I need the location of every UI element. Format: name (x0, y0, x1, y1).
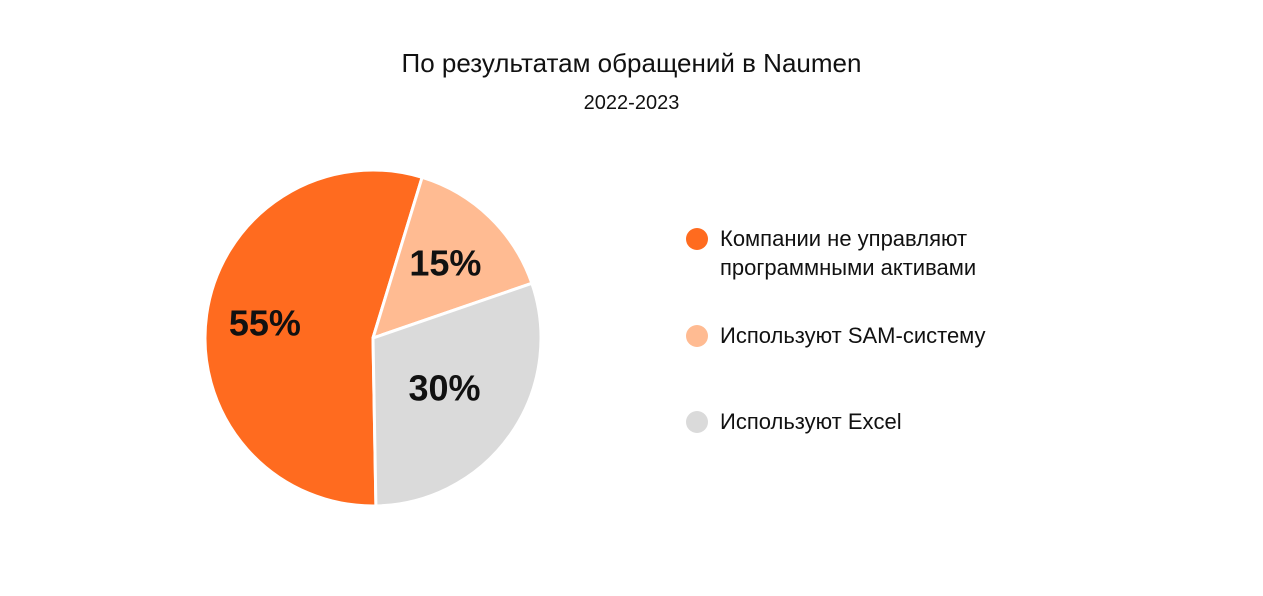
legend-label-excel: Используют Excel (720, 409, 902, 434)
slice-no-management (203, 168, 424, 508)
pie-chart: 55% 15% 30% (203, 168, 543, 508)
legend-item-no-management: Компании не управляют программными актив… (686, 224, 1040, 282)
legend-label-no-management: Компании не управляют программными актив… (720, 226, 977, 280)
slice-label-excel: 30% (409, 368, 481, 409)
slice-label-no-management: 55% (229, 302, 301, 343)
legend-item-sam-system: Используют SAM-систему (686, 321, 1040, 350)
legend-swatch-excel (686, 411, 708, 433)
chart-subtitle: 2022-2023 (583, 92, 680, 114)
slice-label-sam-system: 15% (409, 243, 481, 284)
slice-sam-system (371, 175, 534, 340)
legend-item-excel: Используют Excel (686, 407, 1040, 436)
chart-title: По результатам обращений в Naumen (401, 48, 862, 78)
slice-excel (371, 281, 543, 508)
legend-label-sam-system: Используют SAM-систему (720, 323, 986, 348)
legend-swatch-no-management (686, 228, 708, 250)
legend-swatch-sam-system (686, 325, 708, 347)
